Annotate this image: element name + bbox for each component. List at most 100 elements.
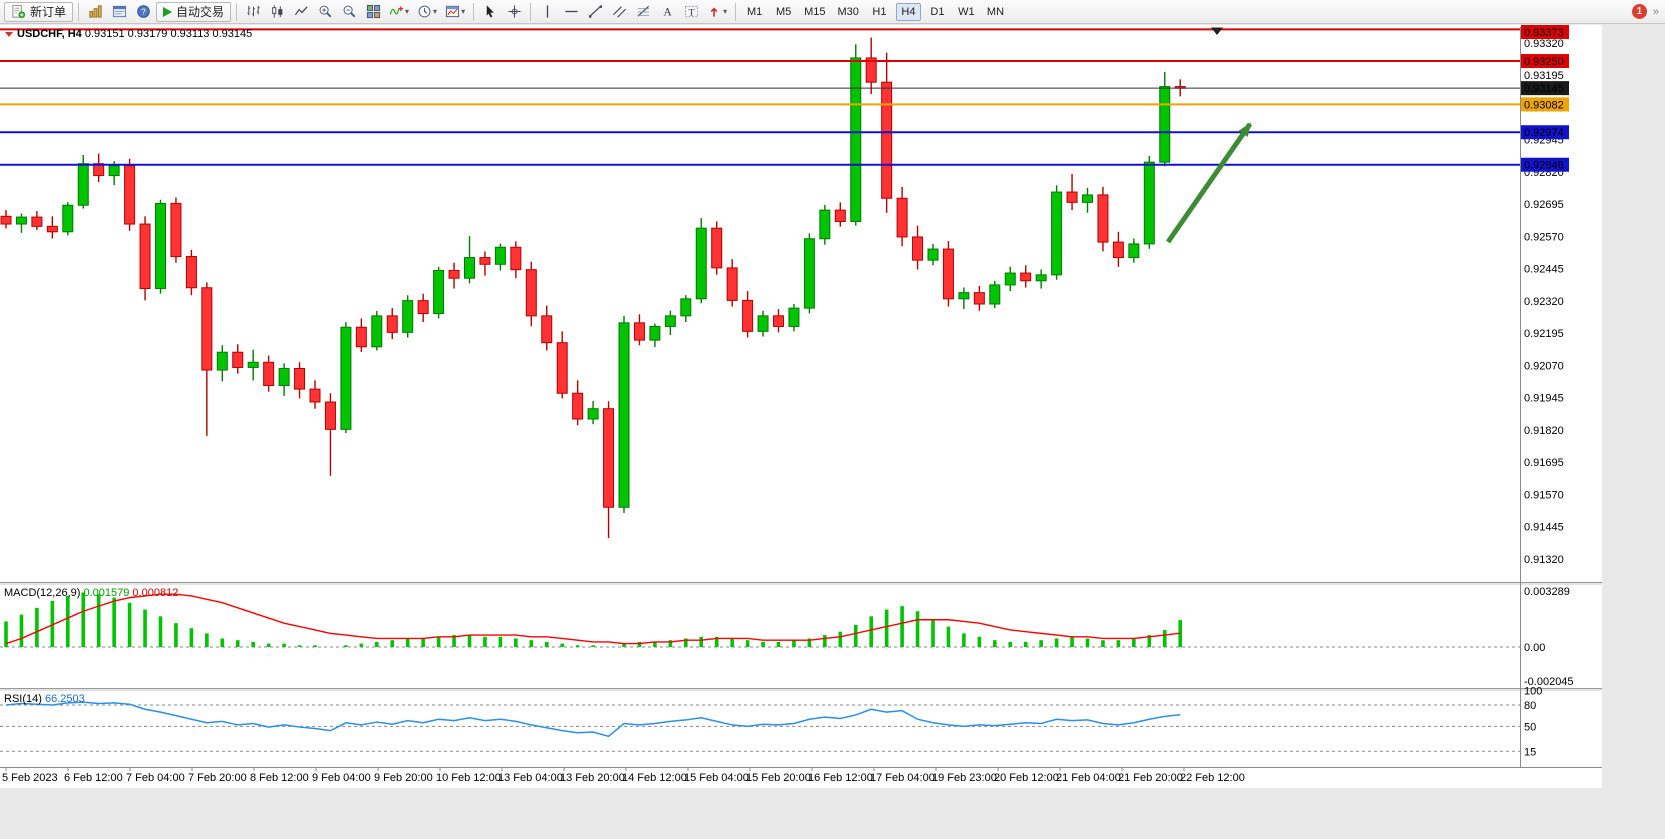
text-label-icon: T [684, 5, 698, 18]
trend-arrow-annotation[interactable] [1165, 122, 1253, 244]
chevron-down-icon: ▾ [461, 6, 466, 16]
panel-separator[interactable] [0, 688, 1602, 691]
svg-text:T: T [688, 7, 694, 18]
svg-text:0.92070: 0.92070 [1524, 360, 1564, 372]
templates-button[interactable]: ▾ [442, 2, 468, 22]
timeframe-w1-button[interactable]: W1 [954, 3, 979, 21]
text-button[interactable]: A [656, 2, 678, 22]
arrows-tool-button[interactable]: ▾ [704, 2, 730, 22]
panel-separator[interactable] [0, 582, 1602, 585]
periods-button[interactable]: ▾ [414, 2, 440, 22]
cursor-icon [486, 5, 494, 18]
svg-text:100: 100 [1524, 686, 1542, 698]
new-chart-button[interactable] [84, 2, 106, 22]
chart-area[interactable]: USDCHF, H4 0.93151 0.93179 0.93113 0.931… [0, 25, 1603, 789]
timeframe-m1-button[interactable]: M1 [742, 3, 767, 21]
timeframe-h4-button[interactable]: H4 [895, 2, 921, 21]
help-button[interactable]: ? [132, 2, 154, 22]
chevron-down-icon: ▾ [723, 6, 728, 16]
text-a-icon: A [663, 7, 672, 19]
crosshair-button[interactable] [503, 2, 525, 22]
svg-text:0.00: 0.00 [1524, 642, 1545, 654]
candle [664, 315, 676, 327]
svg-text:9 Feb 20:00: 9 Feb 20:00 [374, 772, 433, 784]
usdchf-h4-chart[interactable]: USDCHF, H4 0.93151 0.93179 0.93113 0.931… [0, 25, 1602, 788]
candle [510, 246, 522, 271]
timeframe-m5-button[interactable]: M5 [771, 3, 796, 21]
new-order-button[interactable]: 新订单 [4, 1, 74, 22]
cursor-button[interactable] [479, 2, 501, 22]
candle [788, 307, 800, 327]
candle [541, 315, 553, 344]
candle [0, 215, 12, 225]
candle [263, 361, 275, 387]
text-label-button[interactable]: T [680, 2, 702, 22]
svg-text:15: 15 [1524, 746, 1536, 758]
line-chart-button[interactable] [290, 2, 312, 22]
svg-text:13 Feb 20:00: 13 Feb 20:00 [560, 772, 625, 784]
channel-button[interactable] [608, 2, 630, 22]
timeframe-m30-button[interactable]: M30 [834, 3, 863, 21]
candle [201, 287, 213, 371]
notification-badge[interactable]: 1 [1631, 4, 1647, 19]
timeframe-mn-button[interactable]: MN [983, 3, 1008, 21]
svg-text:0.92195: 0.92195 [1524, 328, 1564, 340]
timeframe-h1-button[interactable]: H1 [867, 3, 892, 21]
fibonacci-button[interactable] [632, 2, 654, 22]
indicators-button[interactable]: ▾ [386, 2, 412, 22]
svg-text:6 Feb 12:00: 6 Feb 12:00 [64, 772, 123, 784]
candle [865, 57, 877, 83]
zoom-out-button[interactable] [338, 2, 360, 22]
autotrading-label: 自动交易 [176, 5, 225, 19]
svg-text:0.92974: 0.92974 [1524, 127, 1564, 139]
fibonacci-icon [637, 5, 649, 17]
bar-chart-button[interactable] [242, 2, 264, 22]
svg-text:5 Feb 2023: 5 Feb 2023 [2, 772, 58, 784]
candle [62, 204, 74, 233]
candle [386, 315, 398, 333]
tile-windows-button[interactable] [362, 2, 384, 22]
candle [324, 401, 336, 430]
candle [294, 367, 306, 390]
svg-text:0.93145: 0.93145 [1524, 83, 1564, 95]
candlestick-chart-button[interactable] [266, 2, 288, 22]
toolbar-overflow-icon[interactable]: » [1652, 5, 1659, 18]
channel-icon [612, 6, 626, 18]
svg-text:20 Feb 12:00: 20 Feb 12:00 [994, 772, 1059, 784]
candle [232, 351, 244, 368]
candle [46, 225, 58, 233]
svg-text:0.92695: 0.92695 [1524, 199, 1564, 211]
candle [185, 256, 197, 289]
candle [1004, 272, 1016, 286]
timeframe-m15-button[interactable]: M15 [800, 3, 829, 21]
horizontal-line-button[interactable] [560, 2, 582, 22]
candle [1159, 86, 1171, 163]
zoom-in-button[interactable] [314, 2, 336, 22]
time-axis[interactable]: 5 Feb 2023 6 Feb 12:00 7 Feb 04:00 7 Feb 20… [2, 767, 1245, 784]
trendline-button[interactable] [584, 2, 606, 22]
crosshair-icon [507, 5, 521, 18]
price-tag [1521, 25, 1569, 39]
candle [603, 408, 615, 508]
toolbar-separator [78, 2, 80, 21]
autotrading-button[interactable]: 自动交易 [156, 1, 232, 22]
svg-text:16 Feb 12:00: 16 Feb 12:00 [808, 772, 873, 784]
candle [973, 292, 985, 305]
svg-text:0.93082: 0.93082 [1524, 99, 1564, 111]
timeframe-d1-button[interactable]: D1 [925, 3, 950, 21]
vertical-line-button[interactable] [536, 2, 558, 22]
autotrading-play-icon [163, 6, 173, 17]
candle [695, 227, 707, 300]
svg-text:19 Feb 23:00: 19 Feb 23:00 [932, 772, 997, 784]
price-scale[interactable]: 0.933200.931950.930700.929450.928200.926… [1524, 38, 1564, 566]
candle [77, 163, 89, 206]
candle [1051, 191, 1063, 276]
candle [742, 299, 754, 332]
chart-shift-marker[interactable] [1211, 27, 1223, 36]
chart-title: USDCHF, H4 0.93151 0.93179 0.93113 0.931… [17, 28, 252, 40]
line-chart-icon [294, 6, 308, 16]
one-click-trading-toggle[interactable] [5, 32, 13, 37]
candle [525, 269, 537, 317]
profiles-button[interactable] [108, 2, 130, 22]
svg-text:0.91570: 0.91570 [1524, 489, 1564, 501]
